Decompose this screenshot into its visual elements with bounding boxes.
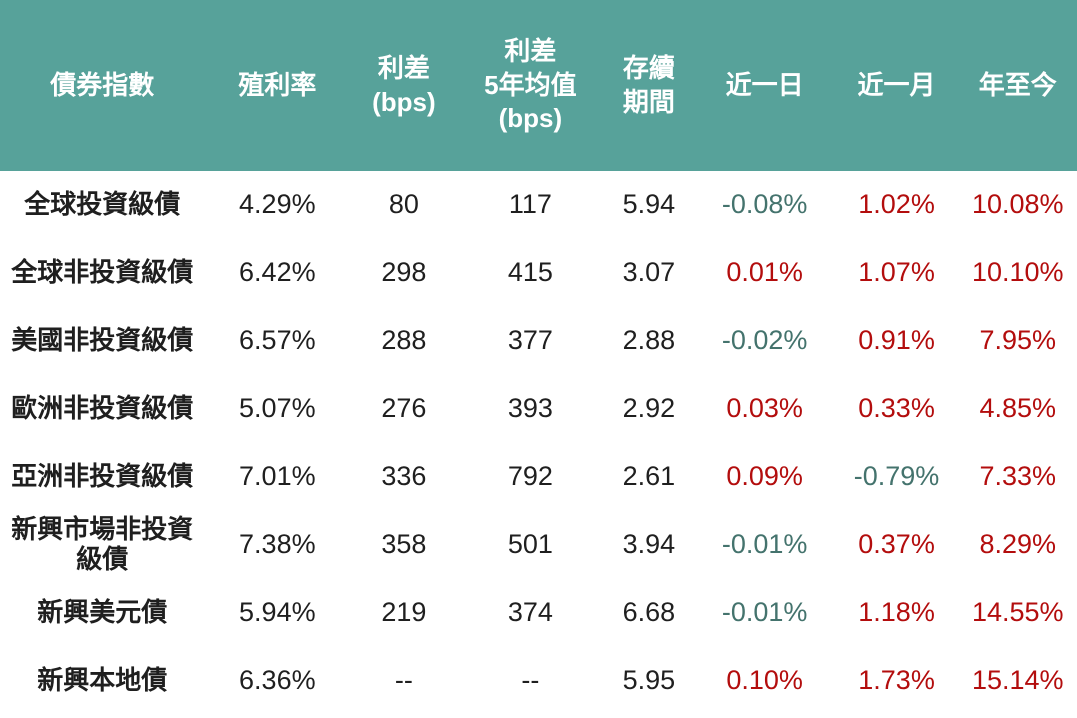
cell-index-name: 全球投資級債 bbox=[24, 189, 181, 220]
cell-spread: -- bbox=[394, 665, 413, 696]
cell-1day-change: -0.01% bbox=[721, 529, 808, 560]
cell-spread: 358 bbox=[381, 529, 427, 560]
cell-duration: 3.07 bbox=[622, 257, 676, 288]
cell-spread-5y: 415 bbox=[507, 257, 553, 288]
cell-1month-change: 1.73% bbox=[858, 665, 935, 696]
cell-1month-change: 1.18% bbox=[858, 597, 935, 628]
cell-ytd-change: 14.55% bbox=[971, 597, 1064, 628]
cell-spread-5y: 374 bbox=[507, 597, 553, 628]
cell-duration: 3.94 bbox=[622, 529, 676, 560]
cell-1day-change: -0.01% bbox=[721, 597, 808, 628]
cell-duration: 2.61 bbox=[622, 461, 676, 492]
table-row: 全球投資級債 4.29% 80 117 5.94 -0.08% 1.02% 10… bbox=[0, 171, 1077, 239]
cell-1month-change: 1.02% bbox=[858, 189, 935, 220]
cell-spread: 80 bbox=[388, 189, 419, 220]
table-row: 全球非投資級債 6.42% 298 415 3.07 0.01% 1.07% 1… bbox=[0, 239, 1077, 307]
cell-duration: 2.88 bbox=[622, 325, 676, 356]
col-header-spread-5y-avg: 利差 5年均值 (bps) bbox=[484, 35, 577, 134]
cell-ytd-change: 8.29% bbox=[979, 529, 1057, 560]
cell-duration: 5.95 bbox=[622, 665, 676, 696]
cell-index-name: 新興市場非投資級債 bbox=[11, 514, 194, 574]
cell-ytd-change: 10.08% bbox=[971, 189, 1064, 220]
table-row: 美國非投資級債 6.57% 288 377 2.88 -0.02% 0.91% … bbox=[0, 307, 1077, 375]
cell-index-name: 美國非投資級債 bbox=[11, 325, 194, 356]
cell-1month-change: -0.79% bbox=[853, 461, 940, 492]
cell-yield: 4.29% bbox=[239, 189, 316, 220]
cell-1month-change: 0.33% bbox=[858, 393, 935, 424]
table-row: 新興美元債 5.94% 219 374 6.68 -0.01% 1.18% 14… bbox=[0, 579, 1077, 647]
cell-yield: 6.57% bbox=[239, 325, 316, 356]
cell-yield: 7.01% bbox=[239, 461, 316, 492]
col-header-spread-bps: 利差 (bps) bbox=[372, 52, 436, 117]
cell-1day-change: 0.01% bbox=[726, 257, 803, 288]
table-row: 亞洲非投資級債 7.01% 336 792 2.61 0.09% -0.79% … bbox=[0, 443, 1077, 511]
cell-index-name: 全球非投資級債 bbox=[11, 257, 194, 288]
cell-spread: 276 bbox=[381, 393, 427, 424]
cell-1day-change: 0.10% bbox=[726, 665, 803, 696]
cell-ytd-change: 4.85% bbox=[979, 393, 1057, 424]
table-row: 新興市場非投資級債 7.38% 358 501 3.94 -0.01% 0.37… bbox=[0, 511, 1077, 579]
cell-duration: 5.94 bbox=[622, 189, 676, 220]
cell-yield: 5.07% bbox=[239, 393, 316, 424]
cell-spread-5y: 792 bbox=[507, 461, 553, 492]
cell-yield: 6.36% bbox=[239, 665, 316, 696]
cell-ytd-change: 7.95% bbox=[979, 325, 1057, 356]
cell-1month-change: 0.37% bbox=[858, 529, 935, 560]
cell-yield: 7.38% bbox=[239, 529, 316, 560]
header-row: 債券指數 殖利率 利差 (bps) 利差 5年均值 (bps) 存續 期間 近一… bbox=[0, 0, 1077, 171]
col-header-yield: 殖利率 bbox=[238, 69, 317, 100]
col-header-ytd: 年至今 bbox=[978, 69, 1057, 100]
cell-spread-5y: -- bbox=[521, 665, 540, 696]
cell-spread: 336 bbox=[381, 461, 427, 492]
cell-1day-change: -0.08% bbox=[721, 189, 808, 220]
table-body: 全球投資級債 4.29% 80 117 5.94 -0.08% 1.02% 10… bbox=[0, 171, 1077, 715]
table-header: 債券指數 殖利率 利差 (bps) 利差 5年均值 (bps) 存續 期間 近一… bbox=[0, 0, 1077, 171]
cell-spread: 298 bbox=[381, 257, 427, 288]
cell-spread-5y: 377 bbox=[507, 325, 553, 356]
cell-spread-5y: 501 bbox=[507, 529, 553, 560]
cell-spread: 219 bbox=[381, 597, 427, 628]
table-row: 歐洲非投資級債 5.07% 276 393 2.92 0.03% 0.33% 4… bbox=[0, 375, 1077, 443]
cell-spread-5y: 117 bbox=[508, 189, 552, 220]
cell-1month-change: 1.07% bbox=[858, 257, 935, 288]
cell-ytd-change: 10.10% bbox=[971, 257, 1064, 288]
cell-duration: 6.68 bbox=[622, 597, 676, 628]
cell-1day-change: 0.09% bbox=[726, 461, 803, 492]
cell-duration: 2.92 bbox=[622, 393, 676, 424]
cell-yield: 5.94% bbox=[239, 597, 316, 628]
cell-spread: 288 bbox=[381, 325, 427, 356]
cell-index-name: 亞洲非投資級債 bbox=[11, 461, 194, 492]
cell-1day-change: 0.03% bbox=[726, 393, 803, 424]
cell-ytd-change: 7.33% bbox=[979, 461, 1057, 492]
cell-index-name: 新興本地債 bbox=[37, 665, 168, 696]
cell-index-name: 歐洲非投資級債 bbox=[11, 393, 194, 424]
cell-yield: 6.42% bbox=[239, 257, 316, 288]
cell-1month-change: 0.91% bbox=[858, 325, 935, 356]
table-row: 新興本地債 6.36% -- -- 5.95 0.10% 1.73% 15.14… bbox=[0, 647, 1077, 715]
cell-index-name: 新興美元債 bbox=[37, 597, 168, 628]
col-header-duration: 存續 期間 bbox=[622, 52, 675, 117]
col-header-1day: 近一日 bbox=[725, 69, 804, 100]
cell-1day-change: -0.02% bbox=[721, 325, 808, 356]
col-header-1month: 近一月 bbox=[857, 69, 936, 100]
col-header-index-name: 債券指數 bbox=[50, 69, 155, 100]
cell-spread-5y: 393 bbox=[507, 393, 553, 424]
cell-ytd-change: 15.14% bbox=[971, 665, 1064, 696]
